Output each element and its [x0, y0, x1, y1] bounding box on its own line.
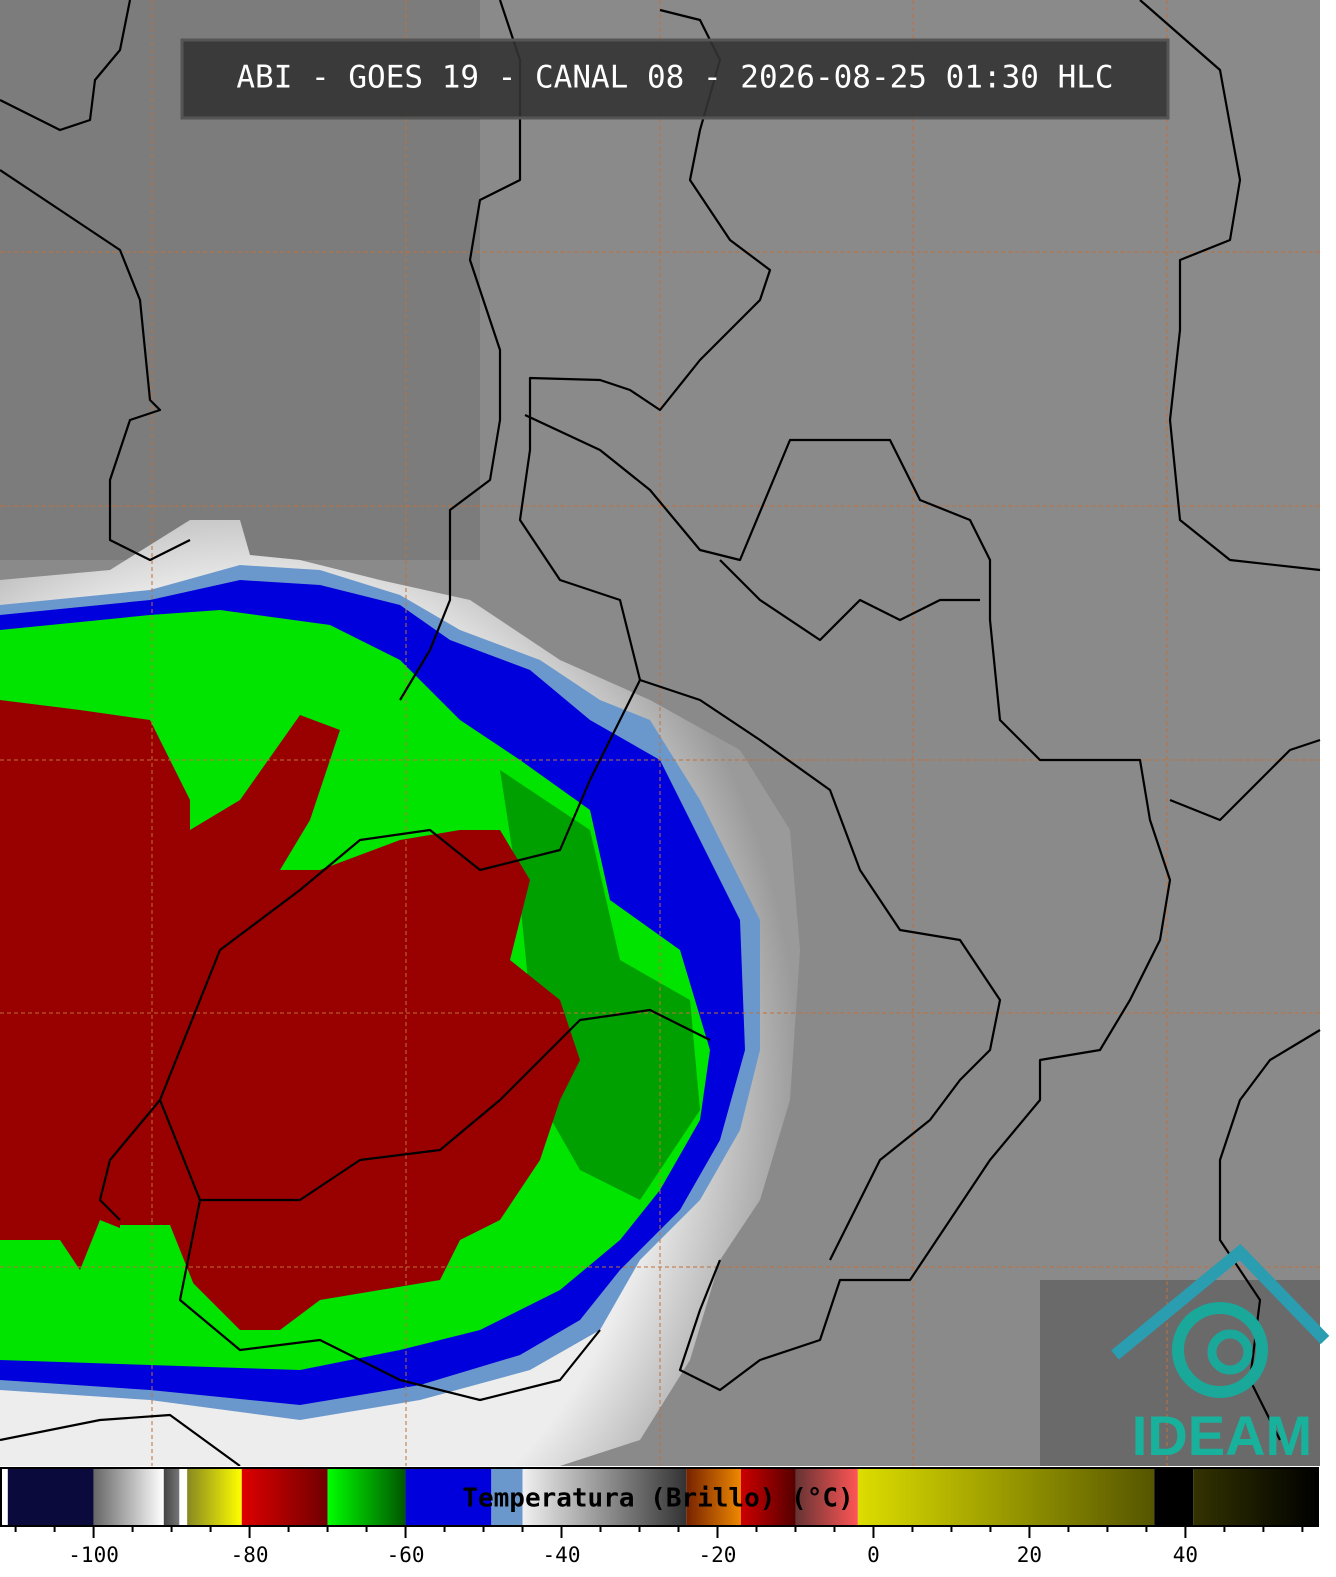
colorbar-label: Temperatura (Brillo) (°C) — [462, 1484, 853, 1514]
tick-label: -40 — [543, 1543, 581, 1567]
title: ABI - GOES 19 - CANAL 08 - 2026-08-25 01… — [236, 60, 1113, 96]
title-box: ABI - GOES 19 - CANAL 08 - 2026-08-25 01… — [180, 38, 1170, 120]
colorbar-segment — [7, 1468, 94, 1526]
tick-label: -80 — [231, 1543, 269, 1567]
tick-label: 40 — [1173, 1543, 1198, 1567]
colorbar-segment — [179, 1468, 188, 1526]
colorbar-segment — [857, 1468, 1155, 1526]
tick-label: -100 — [68, 1543, 119, 1567]
colorbar-segment — [405, 1468, 492, 1526]
colorbar-segment — [1154, 1468, 1194, 1526]
tick-label: -20 — [699, 1543, 737, 1567]
tick-label: 20 — [1017, 1543, 1042, 1567]
colorbar-segment — [522, 1468, 687, 1526]
colorbar-segment — [491, 1468, 523, 1526]
graticule — [0, 0, 1320, 1466]
colorbar-segment — [93, 1468, 164, 1526]
colorbar-segment — [686, 1468, 741, 1526]
colorbar-segment — [0, 1468, 8, 1526]
colorbar-segment — [740, 1468, 796, 1526]
colorbar-segment — [241, 1468, 328, 1526]
logo: IDEAM — [1111, 1243, 1330, 1467]
colorbar-segment — [795, 1468, 858, 1526]
tick-label: 0 — [867, 1543, 880, 1567]
colorbar-segment — [163, 1468, 180, 1526]
colorbar-frame — [0, 1467, 1319, 1527]
tick-label: -60 — [387, 1543, 425, 1567]
logo-text: IDEAM — [1132, 1404, 1312, 1467]
colorbar-segment — [187, 1468, 242, 1526]
colorbar: Temperatura (Brillo) (°C) -100 -80 -60 -40 -2… — [0, 1466, 1336, 1577]
borders — [0, 0, 1321, 1467]
colorbar-segment — [327, 1468, 406, 1526]
colorbar-segment — [1193, 1468, 1318, 1526]
